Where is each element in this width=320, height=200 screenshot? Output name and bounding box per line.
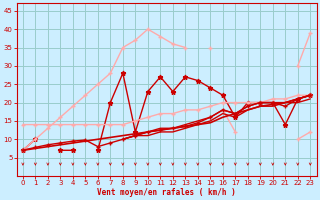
X-axis label: Vent moyen/en rafales ( km/h ): Vent moyen/en rafales ( km/h ) <box>97 188 236 197</box>
